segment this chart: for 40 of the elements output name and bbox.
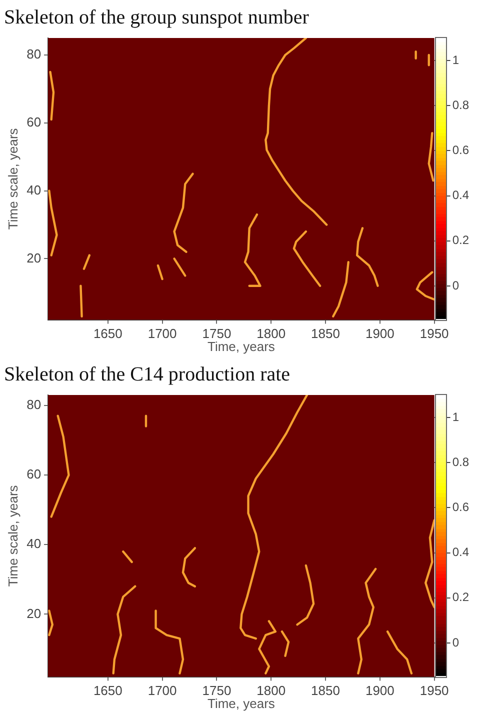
color-bar-label: 1 [452,52,460,67]
y-tick-label: 40 [26,182,42,198]
color-bar-label: 0.6 [452,143,470,158]
x-tick-label: 1950 [420,683,449,698]
x-tick-label: 1650 [93,683,122,698]
y-tick-label: 40 [26,536,42,552]
x-tick-label: 1750 [202,683,232,698]
color-bar-label: 0 [452,635,460,650]
x-tick-label: 1850 [311,683,340,698]
color-bar-label: 0 [452,278,460,292]
color-bar-label: 0.6 [452,500,470,514]
y-tick-label: 80 [26,397,42,412]
color-bar-label: 0.8 [452,98,470,112]
color-bar-label: 0.4 [452,188,470,202]
y-tick-label: 20 [26,606,42,621]
y-tick-label: 60 [26,114,42,130]
color-bar-label: 0.4 [452,545,470,560]
chart-title: Skeleton of the C14 production rate [4,363,290,386]
x-tick-label: 1900 [365,326,394,342]
x-tick-label: 1850 [311,326,340,342]
color-bar-label: 0.8 [452,454,470,469]
x-tick-label: 1700 [148,683,177,698]
y-tick-label: 60 [26,466,42,482]
x-tick-label: 1800 [256,326,286,342]
y-axis-title: Time scale, years [5,484,20,587]
x-tick-label: 1650 [93,326,122,342]
color-bar-label: 0.2 [452,590,470,604]
x-axis-title: Time, years [207,696,276,711]
y-tick-label: 80 [26,46,42,62]
x-axis-title: Time, years [207,338,276,354]
x-tick-label: 1950 [420,326,449,342]
y-tick-label: 20 [26,250,42,266]
x-tick-label: 1900 [365,683,394,698]
y-axis-title: Time scale, years [5,128,20,230]
color-bar-label: 0.2 [452,233,470,248]
chart-title: Skeleton of the group sunspot number [4,6,310,28]
x-tick-label: 1750 [202,326,232,342]
x-tick-label: 1800 [256,683,286,698]
color-bar-label: 1 [452,410,460,424]
x-tick-label: 1700 [148,326,177,342]
